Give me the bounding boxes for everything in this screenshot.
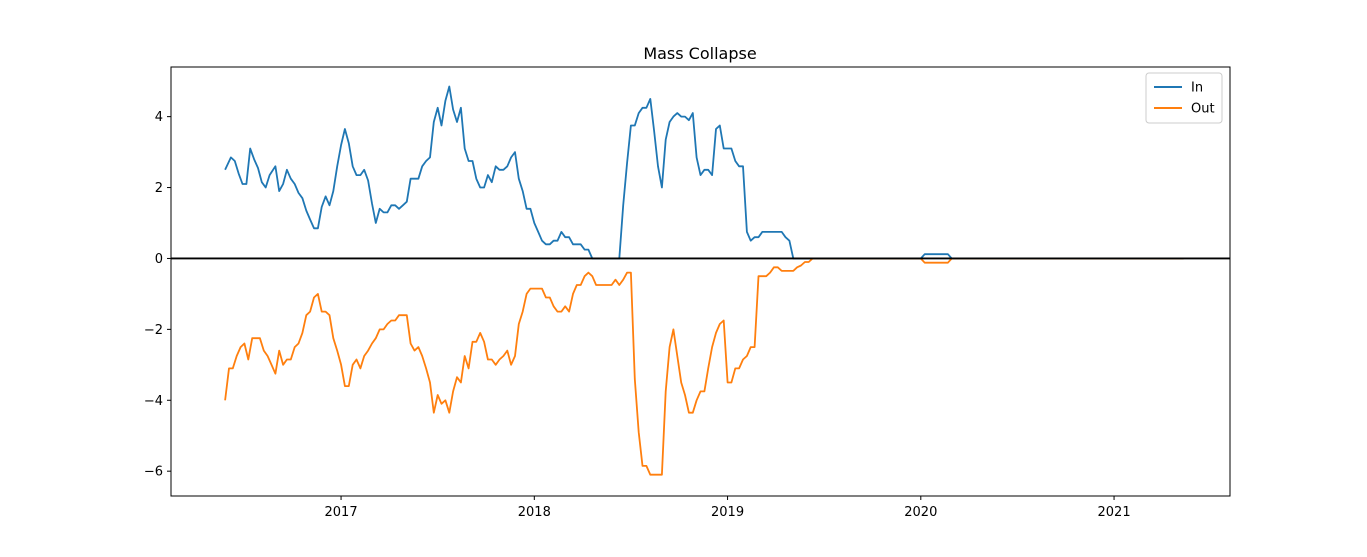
legend-box bbox=[1145, 72, 1223, 124]
x-tick-label: 2020 bbox=[904, 505, 937, 520]
y-tick-label: 2 bbox=[155, 181, 163, 196]
x-tick-label: 2018 bbox=[518, 505, 551, 520]
y-tick-label: −4 bbox=[144, 394, 163, 409]
legend: In Out bbox=[1145, 72, 1223, 124]
x-tick-label: 2017 bbox=[325, 505, 358, 520]
y-tick-label: 0 bbox=[155, 252, 163, 267]
legend-label-in: In bbox=[1191, 81, 1203, 96]
plot-area-frame bbox=[170, 66, 1231, 497]
series-line-in bbox=[224, 85, 1184, 260]
x-tick-label: 2019 bbox=[711, 505, 744, 520]
legend-label-out: Out bbox=[1191, 102, 1215, 117]
series-line-out bbox=[224, 257, 1184, 476]
y-tick-label: 4 bbox=[155, 110, 163, 125]
y-axis: 4 2 0 −2 −4 −6 bbox=[144, 110, 171, 480]
y-tick-label: −6 bbox=[144, 465, 163, 480]
chart-title: Mass Collapse bbox=[643, 44, 756, 63]
x-axis: 2017 2018 2019 2020 2021 bbox=[325, 496, 1131, 520]
x-tick-label: 2021 bbox=[1098, 505, 1131, 520]
y-tick-label: −2 bbox=[144, 323, 163, 338]
